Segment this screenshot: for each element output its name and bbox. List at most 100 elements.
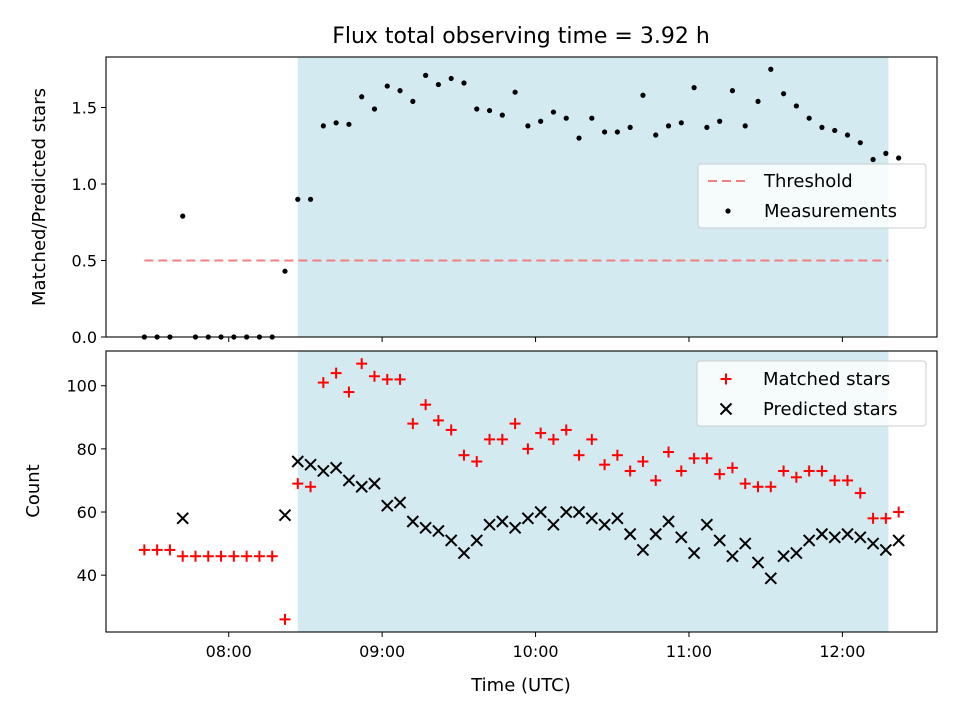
bottom-legend-box	[696, 360, 927, 427]
matched-star-point	[547, 433, 559, 445]
predicted-star-point	[815, 527, 829, 541]
predicted-star-point	[534, 505, 547, 519]
matched-star-point	[189, 550, 201, 562]
matched-star-point	[432, 414, 444, 426]
matched-star-point	[650, 474, 662, 486]
matched-star-point	[586, 433, 598, 445]
matched-star-point	[407, 418, 419, 430]
predicted-star-point	[444, 534, 458, 547]
predicted-star-point	[176, 512, 189, 525]
measurement-point	[371, 106, 378, 112]
predicted-star-point	[547, 518, 560, 531]
measurement-point	[333, 120, 339, 126]
measurement-point	[486, 107, 493, 114]
matched-star-point	[803, 465, 815, 477]
matched-star-point	[867, 512, 879, 524]
measurement-point	[499, 112, 505, 118]
legend-predicted-marker	[719, 402, 733, 416]
bottom-y-ticks: 40 60 80 100	[66, 377, 106, 585]
measurement-point	[423, 72, 429, 78]
measurement-point	[282, 268, 288, 274]
predicted-star-point	[623, 527, 637, 541]
predicted-star-point	[393, 496, 407, 509]
matched-star-point	[484, 433, 496, 445]
predicted-star-point	[342, 474, 356, 487]
matched-star-point	[343, 386, 355, 398]
predicted-star-point	[508, 521, 522, 535]
predicted-star-point	[457, 546, 471, 560]
measurement-point	[320, 123, 326, 129]
bottom-x-ticks: 08:00 09:00 10:00 11:00 12:00	[206, 632, 865, 661]
bottom-y-tick-label: 60	[77, 503, 97, 522]
predicted-star-point	[764, 572, 778, 585]
matched-star-point	[292, 478, 304, 490]
top-y-axis-label: Matched/Predicted stars	[29, 88, 50, 306]
matched-star-point	[624, 465, 636, 477]
matched-star-point	[177, 550, 189, 562]
predicted-star-point	[317, 464, 330, 478]
measurement-point	[397, 88, 403, 94]
measurement-point	[525, 123, 531, 129]
top-y-tick-label: 0.5	[72, 251, 97, 270]
measurement-points	[141, 66, 902, 340]
legend-measurements-swatch	[725, 208, 731, 214]
matched-star-point	[739, 478, 751, 490]
matched-star-point	[381, 373, 393, 385]
matched-star-point	[368, 370, 380, 382]
matched-star-point	[445, 424, 457, 436]
matched-star-point	[611, 449, 623, 461]
bottom-y-tick-label: 80	[77, 440, 97, 459]
predicted-star-point	[432, 524, 445, 538]
matched-star-point	[854, 487, 866, 499]
measurement-point	[755, 98, 761, 104]
matched-star-point	[138, 544, 150, 556]
measurement-point	[870, 156, 876, 163]
measurement-point	[883, 150, 889, 156]
top-x-ticks	[228, 337, 843, 342]
predicted-star-point	[611, 512, 624, 525]
matched-star-point	[458, 449, 470, 461]
matched-star-point	[241, 550, 253, 562]
matched-star-point	[893, 506, 905, 518]
predicted-star-point	[329, 461, 343, 475]
matched-star-point	[688, 452, 700, 464]
matched-star-point	[228, 550, 240, 562]
matched-star-point	[637, 456, 649, 468]
predicted-star-point	[368, 477, 381, 490]
predicted-star-point	[470, 534, 483, 547]
legend-predicted-label: Predicted stars	[763, 399, 897, 420]
legend-predicted-swatch	[719, 402, 733, 416]
x-axis-label: Time (UTC)	[470, 675, 571, 696]
top-y-tick-label: 1.0	[72, 175, 97, 194]
matched-star-point	[420, 399, 432, 411]
measurement-point	[729, 88, 736, 94]
measurement-point	[653, 132, 659, 138]
legend-matched-marker	[720, 373, 732, 385]
measurement-point	[550, 109, 557, 115]
matched-star-point	[842, 474, 854, 486]
predicted-star-point	[585, 512, 599, 525]
matched-star-point	[471, 456, 483, 468]
predicted-star-point	[854, 531, 867, 544]
matched-star-point	[560, 424, 572, 436]
matched-star-point	[790, 471, 802, 483]
matched-star-point	[778, 465, 790, 477]
matched-star-point	[496, 433, 508, 445]
measurement-point	[474, 106, 480, 112]
predicted-star-point	[636, 543, 650, 557]
measurement-point	[844, 132, 851, 138]
predicted-star-point	[892, 534, 905, 547]
measurement-point	[384, 83, 390, 89]
measurement-point	[461, 80, 467, 86]
measurement-point	[678, 120, 684, 126]
bottom-legend: Matched stars Predicted stars	[696, 360, 927, 427]
matched-star-point	[202, 550, 214, 562]
predicted-star-point	[687, 546, 701, 560]
matched-star-point	[394, 373, 406, 385]
measurement-point	[640, 92, 646, 98]
x-tick-label: 11:00	[666, 642, 712, 661]
matched-star-point	[330, 367, 342, 379]
matched-star-point	[726, 462, 738, 474]
matched-star-point	[701, 452, 713, 464]
predicted-star-point	[713, 534, 726, 547]
